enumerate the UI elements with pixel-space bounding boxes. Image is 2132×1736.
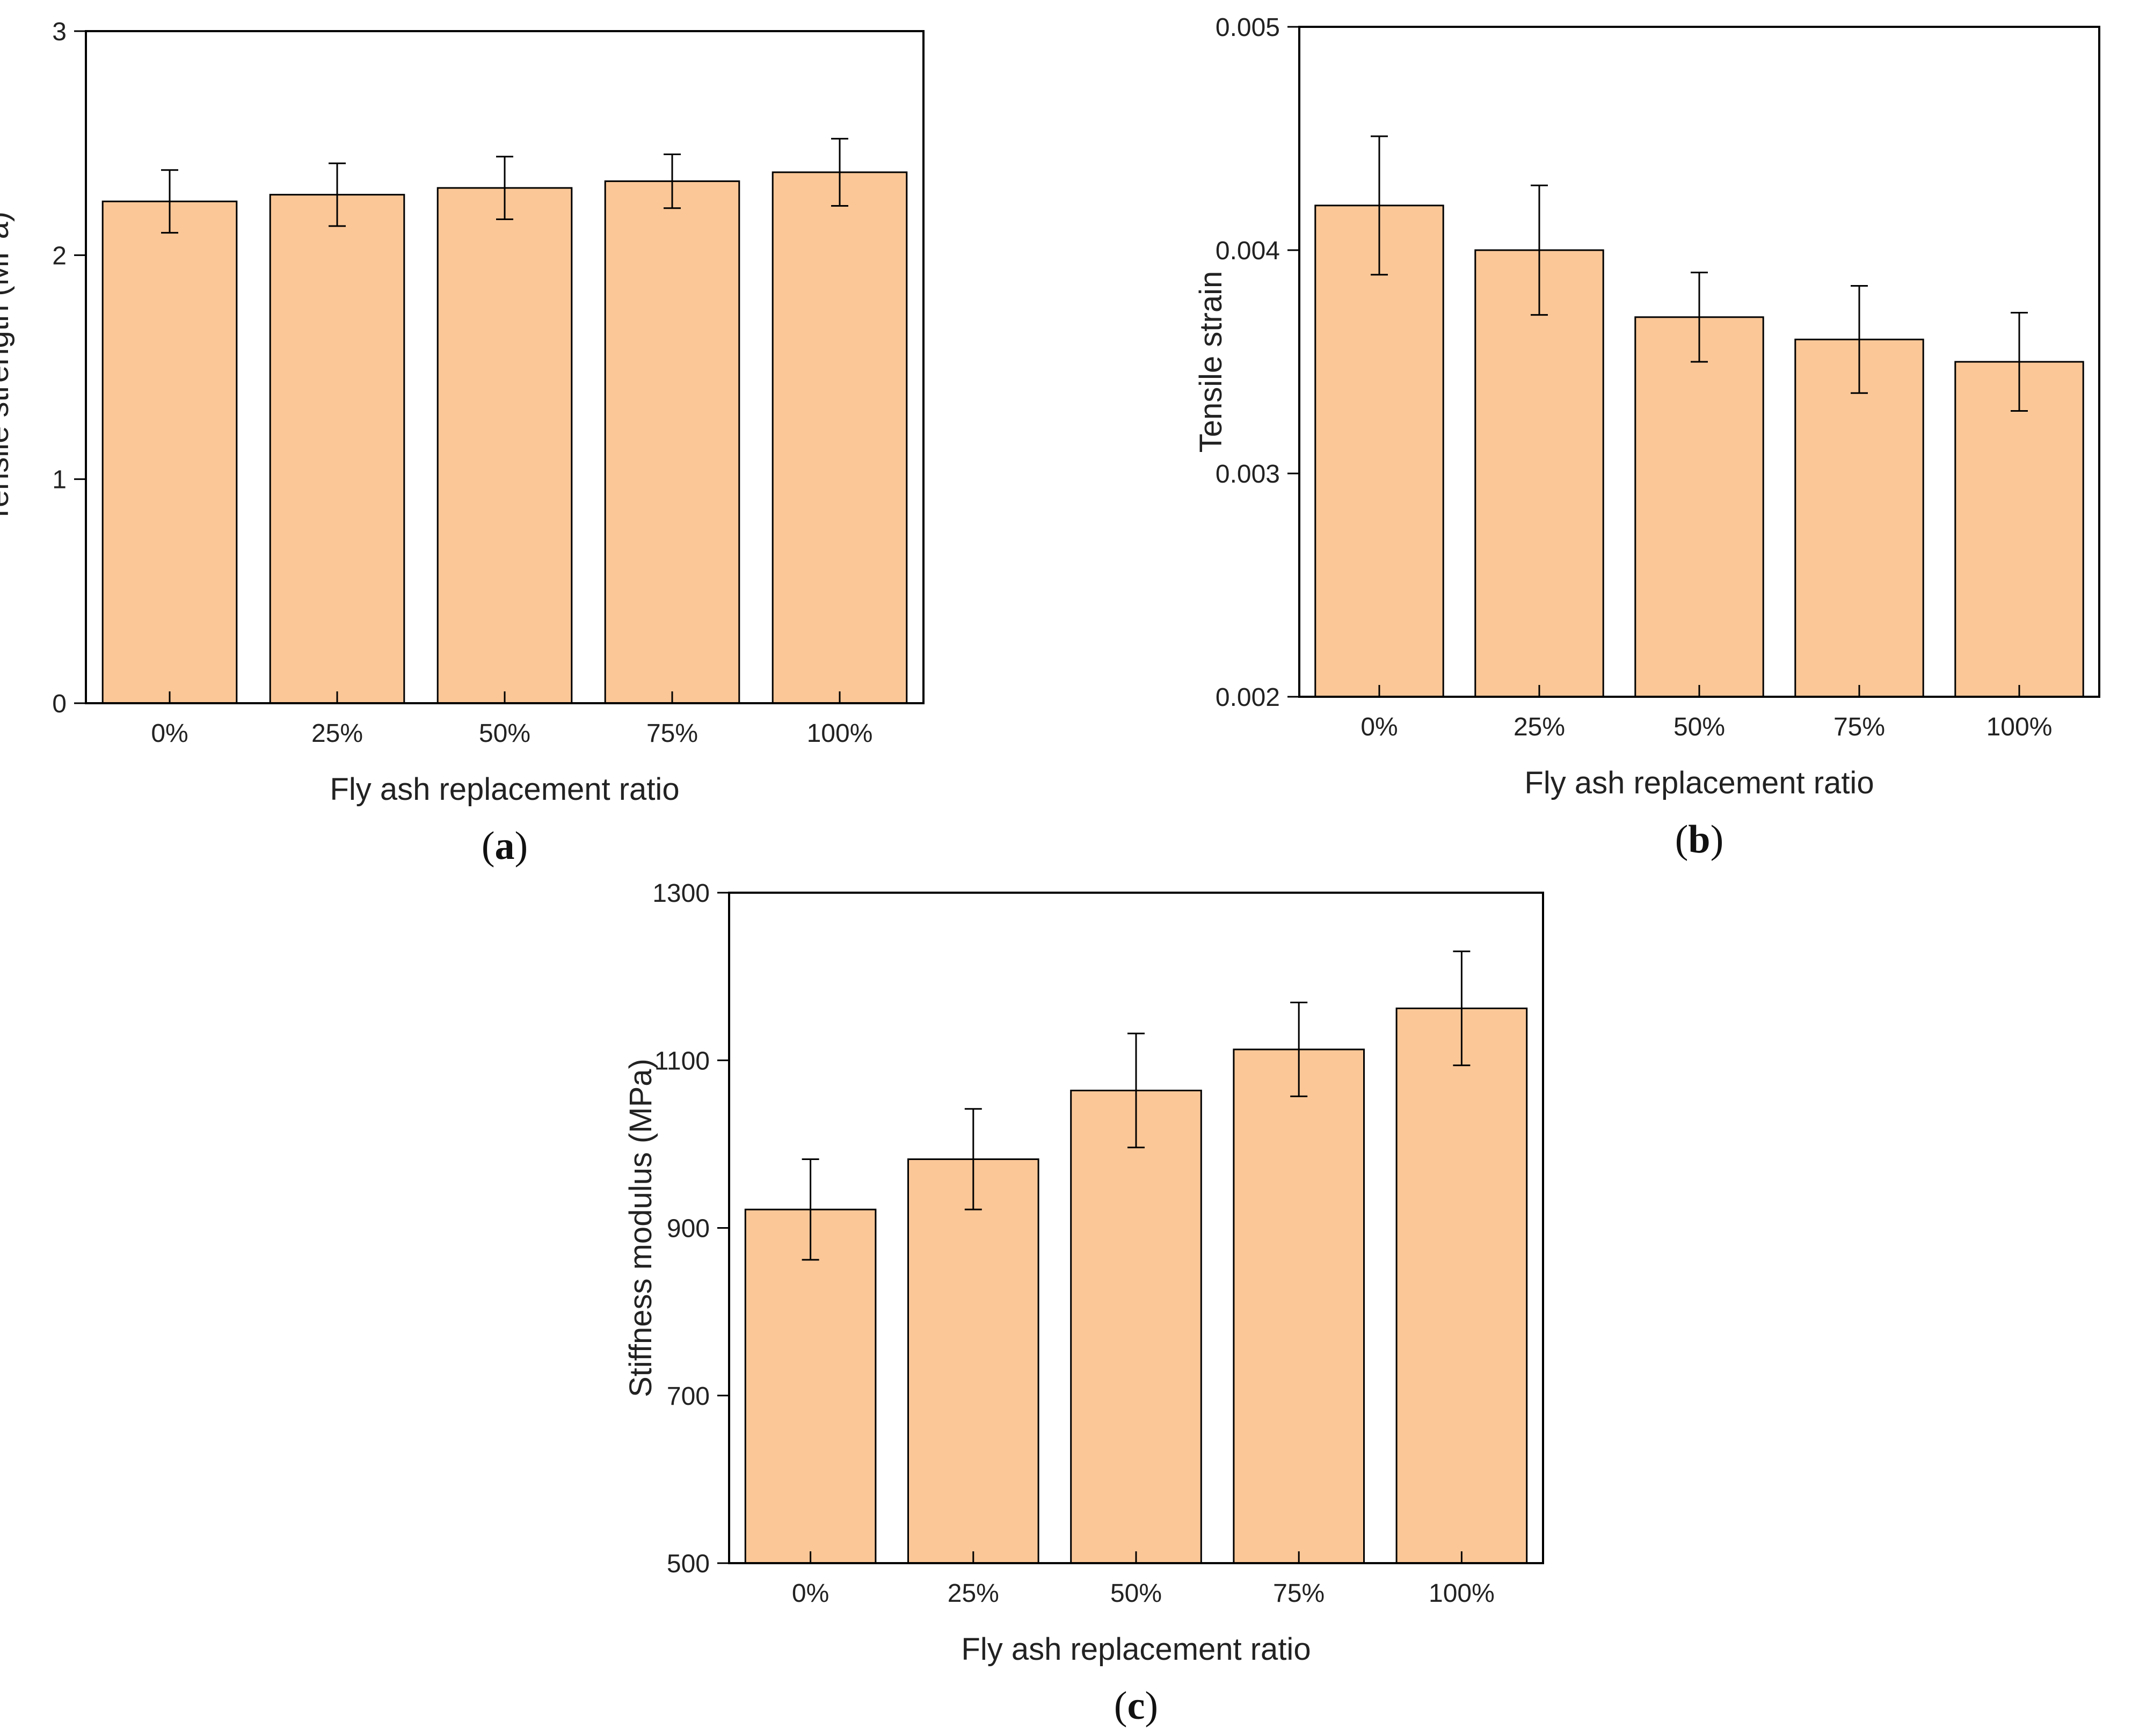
chart-c-x-axis: 0% 25% 50% 75% 100% <box>792 1551 1495 1608</box>
chart-a-x-tick-label-100pct: 100% <box>807 719 873 748</box>
chart-c-y-axis: 500 700 900 1100 1300 <box>652 879 729 1578</box>
chart-c-y-tick-label-1300: 1300 <box>652 879 710 908</box>
chart-c-error-bars <box>802 950 1471 1261</box>
chart-c-y-tick-label-1100: 1100 <box>654 1047 710 1075</box>
chart-a-tensile-strength: 0 1 2 3 0% 25% 50% 75% 100% Fly ash replacement… <box>0 18 925 868</box>
chart-b-x-axis-title: Fly ash replacement ratio <box>1524 765 1874 800</box>
chart-b-y-tick-label-0-002: 0.002 <box>1216 683 1280 712</box>
chart-b-panel-letter: b <box>1688 818 1710 862</box>
chart-c-x-tick-label-100pct: 100% <box>1429 1579 1495 1608</box>
chart-b-error-bars <box>1371 135 2028 412</box>
chart-c-bar-25pct <box>907 1158 1039 1564</box>
chart-a-x-tick-label-75pct: 75% <box>646 719 698 748</box>
chart-b-x-tick-label-100pct: 100% <box>1987 713 2053 741</box>
chart-c-stiffness-modulus: 500 700 900 1100 1300 0% 25% 50% 75% 100% Fly as… <box>623 879 1544 1728</box>
chart-c-x-tick-label-25pct: 25% <box>948 1579 999 1608</box>
chart-a-error-bars <box>161 137 848 234</box>
chart-b-y-axis: 0.002 0.003 0.004 0.005 <box>1216 13 1299 712</box>
chart-a-x-tick-label-0pct: 0% <box>151 719 188 748</box>
chart-a-y-tick-label-3: 3 <box>52 18 67 46</box>
chart-b-bar-75pct <box>1794 338 1924 698</box>
chart-c-panel-label: (c) <box>1114 1684 1158 1728</box>
chart-a-bar-0pct <box>101 200 238 704</box>
chart-c-y-tick-label-900: 900 <box>667 1215 710 1243</box>
chart-a-bars <box>101 171 908 704</box>
chart-a-bar-75pct <box>604 180 740 704</box>
chart-c-x-tick-label-50pct: 50% <box>1110 1579 1162 1608</box>
chart-b-bars <box>1314 205 2084 698</box>
chart-b-y-axis-title: Tensile strain <box>1194 271 1228 453</box>
chart-a-y-axis-title: Tensile strength (MPa) <box>0 211 15 523</box>
chart-b-y-tick-label-0-004: 0.004 <box>1216 237 1280 265</box>
chart-b-bar-50pct <box>1634 316 1764 698</box>
chart-a-x-axis-title: Fly ash replacement ratio <box>330 772 679 807</box>
chart-c-x-tick-label-75pct: 75% <box>1273 1579 1325 1608</box>
chart-a-y-tick-label-0: 0 <box>52 690 67 718</box>
chart-c-y-tick-label-500: 500 <box>667 1550 710 1578</box>
chart-c-bars <box>744 1008 1528 1564</box>
chart-b-y-tick-label-0-005: 0.005 <box>1216 13 1280 42</box>
chart-a-x-tick-label-25pct: 25% <box>311 719 363 748</box>
chart-b-x-axis: 0% 25% 50% 75% 100% <box>1360 685 2052 741</box>
chart-a-bar-25pct <box>269 194 405 704</box>
chart-a-panel-letter: a <box>495 824 515 868</box>
chart-c-bar-50pct <box>1070 1090 1202 1564</box>
chart-b-x-tick-label-75pct: 75% <box>1833 713 1885 741</box>
chart-b-x-tick-label-25pct: 25% <box>1513 713 1565 741</box>
chart-c-y-axis-title: Stiffness modulus (MPa) <box>623 1059 658 1397</box>
chart-a-bar-50pct <box>436 187 573 704</box>
chart-a-x-tick-label-50pct: 50% <box>479 719 530 748</box>
chart-b-bar-0pct <box>1314 205 1444 698</box>
chart-c-bar-0pct <box>744 1208 877 1564</box>
chart-c-bar-75pct <box>1233 1048 1365 1564</box>
chart-c-panel-letter: c <box>1127 1684 1145 1728</box>
chart-c-x-axis-title: Fly ash replacement ratio <box>961 1632 1311 1667</box>
chart-a-y-axis: 0 1 2 3 <box>52 18 86 718</box>
chart-b-y-tick-label-0-003: 0.003 <box>1216 460 1280 488</box>
chart-a-y-tick-label-1: 1 <box>52 466 67 494</box>
chart-a-panel-label: (a) <box>482 824 528 868</box>
chart-b-panel-label: (b) <box>1675 818 1723 862</box>
chart-a-bar-100pct <box>772 171 908 704</box>
chart-c-x-tick-label-0pct: 0% <box>792 1579 829 1608</box>
chart-b-tensile-strain: 0.002 0.003 0.004 0.005 0% 25% 50% 75% 100% Fly… <box>1194 13 2100 862</box>
chart-b-x-tick-label-50pct: 50% <box>1673 713 1725 741</box>
chart-c-y-tick-label-700: 700 <box>667 1382 710 1411</box>
chart-b-bar-25pct <box>1474 249 1604 698</box>
chart-b-bar-100pct <box>1954 361 2084 698</box>
chart-b-x-tick-label-0pct: 0% <box>1360 713 1398 741</box>
chart-a-y-tick-label-2: 2 <box>52 242 67 270</box>
chart-a-x-axis: 0% 25% 50% 75% 100% <box>151 691 872 748</box>
chart-c-bar-100pct <box>1395 1008 1528 1564</box>
